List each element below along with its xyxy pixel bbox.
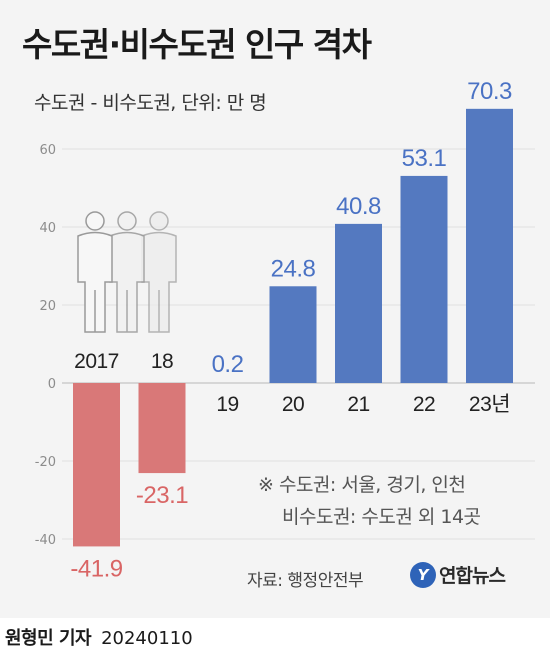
author-name: 원형민 기자 — [5, 628, 92, 649]
source-credit: 자료: 행정안전부 — [247, 571, 364, 591]
chart-subtitle: 수도권 - 비수도권, 단위: 만 명 — [34, 92, 267, 114]
byline: 원형민 기자 20240110 — [5, 624, 193, 650]
y-tick-label: 0 — [48, 377, 56, 392]
x-axis: 2017 18 19 20 21 22 23년 — [74, 350, 510, 416]
data-label: 53.1 — [402, 145, 447, 172]
y-axis: 60 40 20 0 -20 -40 — [35, 143, 56, 548]
yonhap-logo-icon: Y — [410, 561, 436, 588]
bar — [269, 286, 317, 383]
value-labels: -41.9 -23.1 0.2 24.8 40.8 53.1 70.3 — [70, 78, 512, 583]
y-tick-label: 60 — [39, 143, 56, 158]
x-tick-label: 21 — [347, 393, 369, 416]
yonhap-logo: Y 연합뉴스 — [410, 561, 506, 588]
x-tick-label: 19 — [216, 393, 238, 416]
bar — [335, 223, 382, 383]
person-figure — [141, 211, 177, 333]
y-tick-label: 40 — [39, 221, 56, 236]
publish-date: 20240110 — [101, 628, 193, 649]
person-figure — [109, 211, 145, 333]
page-title: 수도권·비수도권 인구 격차 — [22, 25, 372, 64]
footnote-non-capital-area: 비수도권: 수도권 외 14곳 — [282, 506, 481, 528]
yonhap-logo-text: 연합뉴스 — [439, 565, 506, 587]
infographic-card: 수도권·비수도권 인구 격차 수도권 - 비수도권, 단위: 만 명 60 40 2… — [0, 0, 550, 618]
bar — [466, 108, 513, 383]
data-label: -23.1 — [136, 482, 188, 509]
data-label: 0.2 — [212, 351, 244, 378]
bar — [400, 175, 448, 383]
y-tick-label: -40 — [35, 533, 56, 548]
x-tick-label: 2017 — [74, 350, 119, 373]
y-tick-label: 20 — [39, 299, 56, 314]
x-tick-label: 20 — [282, 393, 304, 416]
x-tick-label: 22 — [413, 393, 435, 416]
bar — [138, 383, 186, 474]
data-label: 40.8 — [336, 193, 381, 220]
footnote-capital-area: ※ 수도권: 서울, 경기, 인천 — [258, 474, 466, 496]
y-tick-label: -20 — [35, 455, 56, 470]
data-label: 24.8 — [271, 255, 316, 282]
data-label: 70.3 — [467, 78, 512, 105]
people-icon — [77, 211, 177, 333]
x-tick-label: 23년 — [469, 393, 510, 416]
x-tick-label: 18 — [151, 350, 173, 373]
population-gap-chart: 60 40 20 0 -20 -40 -41.9 -23.1 0.2 24.8 40.8 53.1 7… — [35, 78, 535, 583]
data-label: -41.9 — [70, 555, 122, 582]
person-figure — [77, 211, 113, 333]
bar — [73, 383, 120, 547]
bars — [73, 108, 513, 547]
